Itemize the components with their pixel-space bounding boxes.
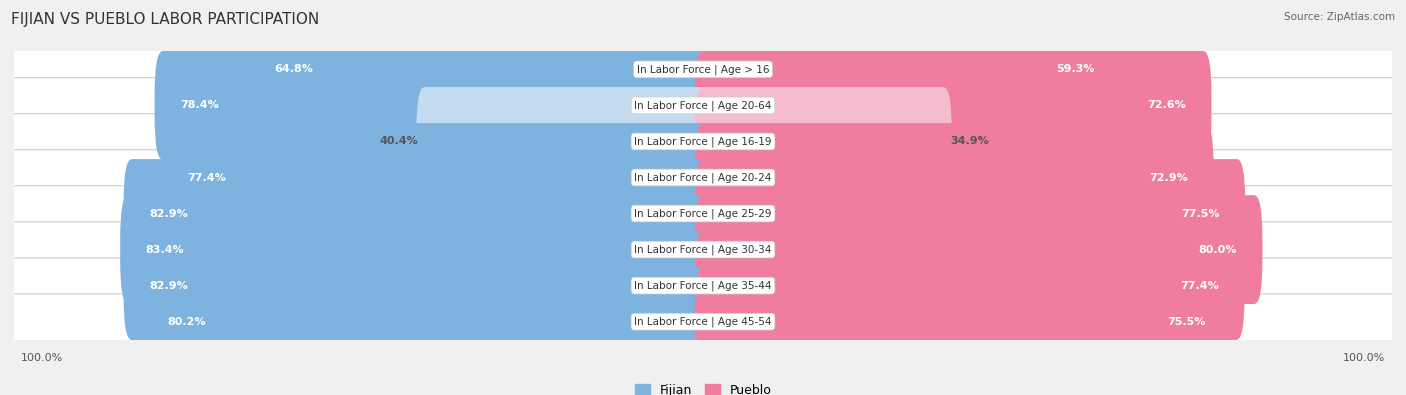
FancyBboxPatch shape [695, 15, 1119, 124]
FancyBboxPatch shape [695, 267, 1232, 376]
Text: 100.0%: 100.0% [1343, 354, 1385, 363]
FancyBboxPatch shape [13, 78, 1393, 133]
FancyBboxPatch shape [142, 267, 711, 376]
Text: In Labor Force | Age 25-29: In Labor Force | Age 25-29 [634, 208, 772, 219]
FancyBboxPatch shape [162, 123, 711, 232]
Text: 34.9%: 34.9% [950, 136, 988, 147]
Text: 59.3%: 59.3% [1056, 64, 1094, 74]
Text: In Labor Force | Age 35-44: In Labor Force | Age 35-44 [634, 280, 772, 291]
FancyBboxPatch shape [13, 150, 1393, 205]
Text: 77.4%: 77.4% [1180, 280, 1219, 291]
Text: In Labor Force | Age 45-54: In Labor Force | Age 45-54 [634, 316, 772, 327]
Text: Source: ZipAtlas.com: Source: ZipAtlas.com [1284, 12, 1395, 22]
Text: In Labor Force | Age 20-24: In Labor Force | Age 20-24 [634, 172, 772, 183]
Text: 82.9%: 82.9% [149, 280, 188, 291]
FancyBboxPatch shape [13, 258, 1393, 313]
FancyBboxPatch shape [124, 231, 711, 340]
Text: 80.2%: 80.2% [167, 317, 207, 327]
FancyBboxPatch shape [155, 51, 711, 160]
FancyBboxPatch shape [13, 294, 1393, 350]
Text: FIJIAN VS PUEBLO LABOR PARTICIPATION: FIJIAN VS PUEBLO LABOR PARTICIPATION [11, 12, 319, 27]
FancyBboxPatch shape [695, 195, 1263, 304]
Text: 78.4%: 78.4% [180, 100, 219, 111]
Text: 77.5%: 77.5% [1181, 209, 1219, 218]
Text: In Labor Force | Age 16-19: In Labor Force | Age 16-19 [634, 136, 772, 147]
Text: In Labor Force | Age 30-34: In Labor Force | Age 30-34 [634, 245, 772, 255]
Legend: Fijian, Pueblo: Fijian, Pueblo [634, 384, 772, 395]
Text: In Labor Force | Age 20-64: In Labor Force | Age 20-64 [634, 100, 772, 111]
FancyBboxPatch shape [13, 114, 1393, 169]
FancyBboxPatch shape [120, 195, 711, 304]
FancyBboxPatch shape [13, 222, 1393, 277]
Text: 83.4%: 83.4% [146, 245, 184, 255]
FancyBboxPatch shape [695, 123, 1213, 232]
FancyBboxPatch shape [249, 15, 711, 124]
Text: 64.8%: 64.8% [274, 64, 312, 74]
FancyBboxPatch shape [695, 159, 1246, 268]
Text: 72.9%: 72.9% [1149, 173, 1188, 182]
FancyBboxPatch shape [695, 231, 1244, 340]
Text: 82.9%: 82.9% [149, 209, 188, 218]
FancyBboxPatch shape [13, 41, 1393, 97]
Text: 100.0%: 100.0% [21, 354, 63, 363]
Text: In Labor Force | Age > 16: In Labor Force | Age > 16 [637, 64, 769, 75]
Text: 80.0%: 80.0% [1198, 245, 1237, 255]
FancyBboxPatch shape [13, 186, 1393, 241]
FancyBboxPatch shape [695, 87, 952, 196]
FancyBboxPatch shape [124, 159, 711, 268]
Text: 72.6%: 72.6% [1147, 100, 1185, 111]
FancyBboxPatch shape [416, 87, 711, 196]
Text: 75.5%: 75.5% [1167, 317, 1206, 327]
Text: 77.4%: 77.4% [187, 173, 226, 182]
FancyBboxPatch shape [695, 51, 1212, 160]
Text: 40.4%: 40.4% [380, 136, 418, 147]
